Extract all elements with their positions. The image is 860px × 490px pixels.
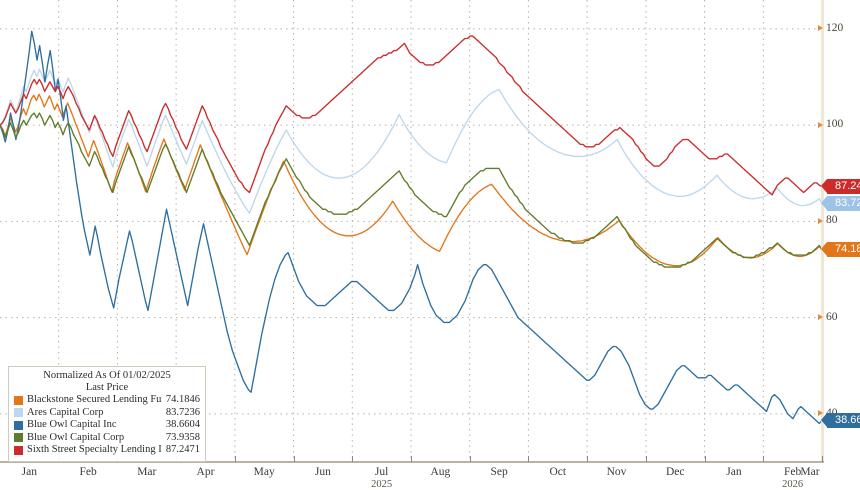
legend-series-value: 73.9358 (165, 431, 200, 443)
x-tick-label: May (253, 466, 275, 478)
series-line-obdc (0, 112, 822, 268)
x-tick-mark (528, 456, 530, 462)
series-line-bxsl (0, 93, 822, 267)
value-callout-pointer (821, 178, 827, 193)
x-tick-label: Dec (665, 466, 685, 478)
legend-item[interactable]: Ares Capital Corp 83.7236 (14, 407, 200, 420)
legend-color-swatch (14, 420, 23, 430)
x-tick-label: Feb (784, 466, 802, 478)
y-tick-arrow (818, 25, 823, 32)
series-line-arcc (0, 68, 822, 214)
x-tick-label: Mar (800, 466, 820, 478)
x-tick-label: Apr (196, 466, 215, 478)
x-tick-mark (763, 456, 765, 462)
legend-item[interactable]: Blue Owl Capital Corp 73.9358 (14, 432, 200, 445)
x-tick-label: Jul (374, 466, 389, 478)
legend-color-swatch (14, 395, 23, 405)
series-line-tslx (0, 35, 822, 196)
y-tick-arrow (818, 410, 823, 417)
x-tick-label: Jun (314, 466, 331, 478)
legend-title-last-price: Last Price (85, 382, 129, 393)
x-tick-mark (587, 456, 589, 462)
y-tick-arrow (818, 217, 823, 224)
y-tick-arrow (818, 121, 823, 128)
legend-rows: Blackstone Secured Lending Fund 74.1846 Ar… (14, 394, 200, 457)
x-tick-label: Oct (549, 466, 567, 478)
x-tick-mark (822, 456, 823, 462)
x-tick-mark (352, 456, 354, 462)
y-tick-label: 100 (826, 118, 844, 131)
y-tick-label: 120 (826, 21, 844, 34)
x-axis-year-label: 2025 (371, 479, 393, 490)
x-tick-mark (645, 456, 647, 462)
x-tick-mark (469, 456, 471, 462)
value-callout-pointer (821, 195, 827, 210)
value-callout: 87.2471 (827, 178, 860, 194)
y-tick-arrow (818, 314, 823, 321)
legend-color-swatch (14, 445, 23, 455)
legend-series-name: Ares Capital Corp (27, 406, 104, 418)
x-axis-year-label: 2026 (782, 479, 804, 490)
x-tick-label: Jan (21, 466, 38, 478)
x-tick-label: Feb (79, 466, 97, 478)
legend-series-value: 87.2471 (165, 444, 200, 455)
x-tick-mark (293, 456, 295, 462)
x-tick-mark (234, 456, 236, 462)
series-lines (0, 30, 822, 425)
legend-item[interactable]: Blackstone Secured Lending Fund 74.1846 (14, 394, 200, 407)
x-tick-label: Nov (606, 466, 627, 478)
value-callout-pointer (821, 412, 827, 427)
legend-series-name: Sixth Street Specialty Lending Inc (27, 444, 162, 455)
value-callout: 74.1846 (827, 241, 860, 257)
x-tick-label: Sep (490, 466, 508, 478)
legend-color-swatch (14, 408, 23, 418)
legend-color-swatch (14, 433, 23, 443)
legend-series-name: Blue Owl Capital Inc (27, 419, 117, 430)
plot-area (0, 0, 822, 462)
chart-legend: Normalized As Of 01/02/2025 Last Price B… (8, 366, 206, 462)
x-tick-mark (411, 456, 412, 462)
value-callout: 83.7236 (827, 195, 860, 211)
y-tick-label: 80 (826, 214, 838, 227)
legend-series-name: Blue Owl Capital Corp (27, 431, 125, 443)
legend-item[interactable]: Sixth Street Specialty Lending Inc 87.247… (14, 444, 200, 457)
legend-series-value: 83.7236 (165, 406, 200, 418)
legend-series-value: 74.1846 (165, 394, 200, 405)
y-tick-label: 60 (826, 310, 838, 323)
series-line-owl (0, 30, 822, 425)
x-tick-label: Aug (430, 466, 451, 478)
value-callout: 38.6604 (827, 412, 860, 428)
legend-item[interactable]: Blue Owl Capital Inc 38.6604 (14, 419, 200, 432)
legend-series-value: 38.6604 (165, 419, 200, 430)
legend-title-normalized: Normalized As Of 01/02/2025 (43, 370, 171, 381)
x-tick-label: Mar (137, 466, 157, 478)
x-tick-mark (704, 456, 706, 462)
value-callout-pointer (821, 241, 827, 256)
legend-series-name: Blackstone Secured Lending Fund (27, 394, 162, 405)
x-axis-line (0, 461, 824, 463)
x-tick-label: Jan (726, 466, 742, 478)
gridlines (0, 0, 822, 462)
y-axis-line (821, 0, 824, 462)
